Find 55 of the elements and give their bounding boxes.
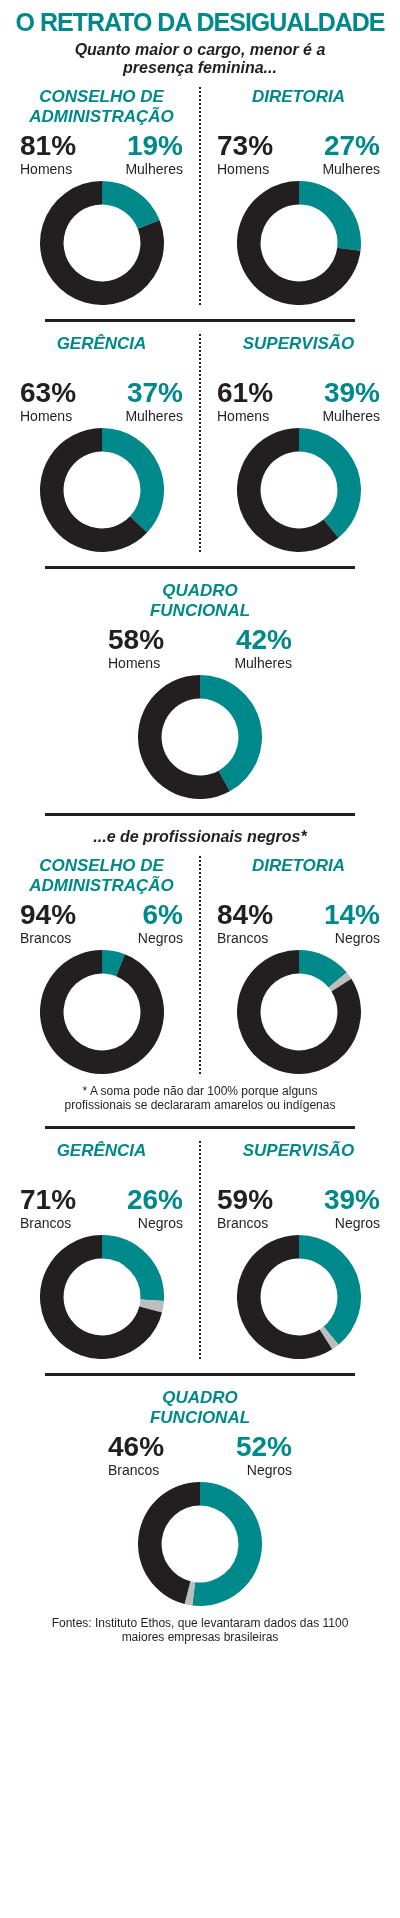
data-label: 39% [323, 1184, 380, 1215]
slice-label: Negros [136, 1215, 183, 1231]
chart-title: GERÊNCIA [55, 334, 148, 355]
text: Fontes: Instituto Ethos, que levantaram dados das 1100 maiores empresas brasileiras [50, 1616, 350, 1644]
slice-label: Brancos [108, 1462, 161, 1478]
data-label: 46% [108, 1431, 165, 1462]
data-label: 94% [20, 899, 77, 930]
text: ...e de profissionais negros* [92, 828, 309, 846]
data-label: 42% [234, 624, 292, 655]
chart-title: CONSELHO DE ADMINISTRAÇÃO [28, 87, 175, 127]
data-label: 59% [217, 1184, 274, 1215]
text: Quanto maior o cargo, menor é a presença feminina... [73, 41, 327, 77]
data-label: 52% [235, 1431, 292, 1462]
slice-label: Homens [217, 161, 271, 177]
data-label: 26% [126, 1184, 183, 1215]
slice-label: Mulheres [322, 408, 380, 424]
data-label: 19% [125, 130, 183, 161]
slice-label: Brancos [20, 1215, 73, 1231]
chart-title: QUADRO FUNCIONAL [148, 581, 252, 621]
slice-label: Brancos [217, 930, 270, 946]
data-label: 61% [217, 377, 274, 408]
slice-label: Negros [245, 1462, 292, 1478]
chart-title: QUADRO FUNCIONAL [148, 1388, 252, 1428]
slice-label: Brancos [20, 930, 73, 946]
data-label: 84% [217, 899, 274, 930]
data-label: 71% [20, 1184, 77, 1215]
slice-label: Homens [20, 408, 74, 424]
chart-title: SUPERVISÃO [241, 1141, 356, 1162]
slice-label: Homens [108, 655, 162, 671]
slice-label: Mulheres [322, 161, 380, 177]
slice-label: Brancos [217, 1215, 270, 1231]
text: O RETRATO DA DESIGUALDADE [14, 8, 386, 37]
data-label: 27% [322, 130, 380, 161]
data-label: 37% [125, 377, 183, 408]
slice-label: Negros [333, 1215, 380, 1231]
chart-title: DIRETORIA [250, 856, 347, 877]
data-label: 6% [141, 899, 183, 930]
text: * A soma pode não dar 100% porque alguns profissionais se declararam amarelos ou indígenas [63, 1084, 337, 1112]
data-label: 81% [20, 130, 77, 161]
chart-title: SUPERVISÃO [241, 334, 356, 355]
slice-label: Homens [20, 161, 74, 177]
chart-title: CONSELHO DE ADMINISTRAÇÃO [28, 856, 175, 896]
data-label: 63% [20, 377, 77, 408]
data-label: 73% [217, 130, 274, 161]
slice-label: Negros [333, 930, 380, 946]
chart-title: GERÊNCIA [55, 1141, 148, 1162]
chart-title: DIRETORIA [250, 87, 347, 108]
slice-label: Mulheres [125, 408, 183, 424]
data-label: 58% [108, 624, 165, 655]
slice-label: Mulheres [125, 161, 183, 177]
slice-label: Homens [217, 408, 271, 424]
data-label: 39% [322, 377, 380, 408]
slice-label: Mulheres [234, 655, 292, 671]
slice-label: Negros [137, 930, 183, 946]
data-label: 14% [323, 899, 380, 930]
